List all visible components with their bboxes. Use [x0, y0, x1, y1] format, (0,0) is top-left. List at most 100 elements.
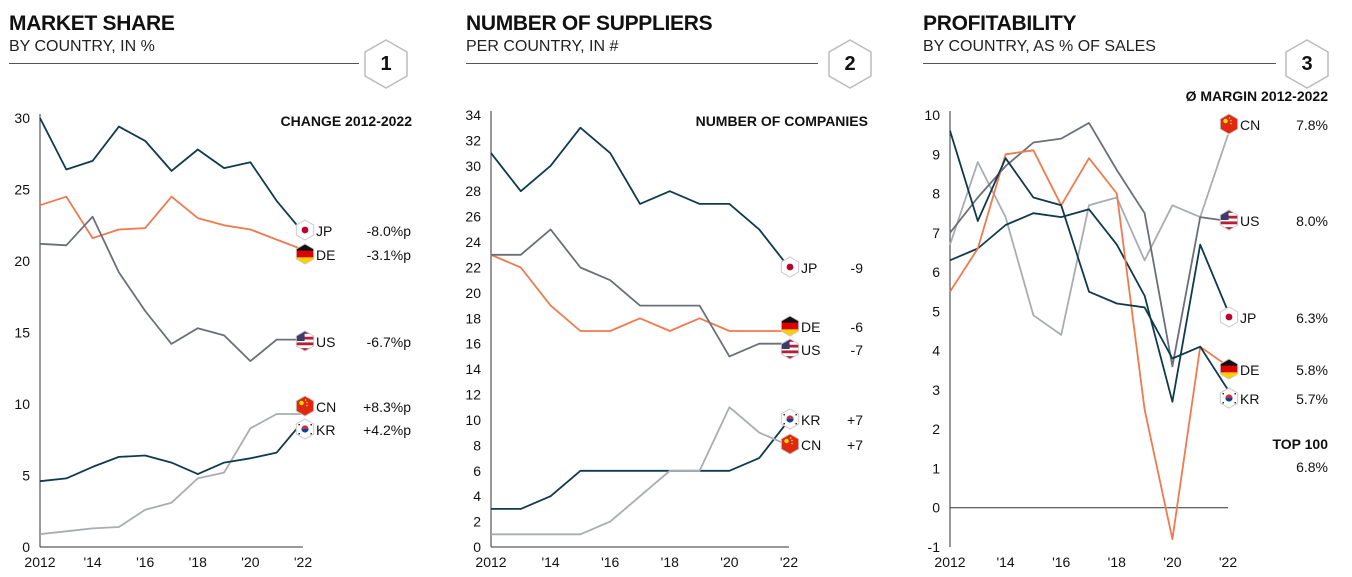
chart-annotation: Ø MARGIN 2012-2022: [1186, 88, 1329, 104]
y-tick-label: 30: [465, 158, 481, 174]
y-tick-label: 25: [14, 182, 30, 198]
y-tick-label: 0: [473, 539, 481, 555]
series-line-us: [949, 122, 1229, 368]
panel-title: NUMBER OF SUPPLIERS: [466, 12, 713, 35]
series-value-cn: +8.3%p: [363, 399, 411, 415]
y-tick-label: 20: [465, 285, 481, 301]
series-label-kr: KR: [801, 412, 820, 428]
japan-flag-icon: [1219, 306, 1239, 328]
germany-flag-icon: [295, 243, 315, 265]
x-tick-label: '18: [661, 554, 679, 570]
y-tick-label: 30: [14, 110, 30, 126]
y-tick-label: 5: [932, 303, 940, 319]
y-tick-label: 34: [465, 107, 481, 123]
panel-subtitle: PER COUNTRY, IN #: [466, 38, 619, 55]
series-label-de: DE: [1240, 362, 1259, 378]
y-tick-label: 8: [932, 186, 940, 202]
x-tick-label: '18: [189, 554, 207, 570]
x-tick-label: '20: [241, 554, 259, 570]
chart-panel-3: PROFITABILITY BY COUNTRY, AS % OF SALES 3: [923, 0, 1334, 577]
x-tick-label: '22: [294, 554, 312, 570]
y-tick-label: 15: [14, 325, 30, 341]
germany-flag-icon: [1219, 358, 1239, 380]
chart-annotation: CHANGE 2012-2022: [280, 113, 412, 129]
south-korea-flag-icon: [295, 418, 315, 440]
series-line-us: [39, 215, 303, 362]
y-tick-label: -1: [928, 539, 941, 555]
chart-panel-2: NUMBER OF SUPPLIERS PER COUNTRY, IN # 2: [466, 0, 877, 577]
series-line-jp: [490, 126, 790, 269]
panel-title: MARKET SHARE: [9, 12, 175, 35]
series-label-kr: KR: [1240, 391, 1259, 407]
series-label-cn: CN: [1240, 117, 1260, 133]
series-label-cn: CN: [801, 437, 821, 453]
series-value-jp: -9: [851, 260, 864, 276]
usa-flag-icon: [295, 330, 315, 352]
series-line-us: [491, 228, 789, 358]
series-label-de: DE: [316, 247, 335, 263]
series-label-jp: JP: [1240, 310, 1256, 326]
series-line-de: [39, 195, 304, 251]
y-tick-label: 5: [22, 468, 30, 484]
series-line-cn: [491, 406, 790, 536]
chart-annotation: NUMBER OF COMPANIES: [696, 113, 868, 129]
japan-flag-icon: [780, 256, 800, 278]
series-label-de: DE: [801, 319, 820, 335]
panel-number: 3: [1301, 53, 1313, 75]
chart-3: -1 0 1 2 3 4 5 6 7 8 9 10 2012 '14 '16 '18 '20 '22 Ø MARGI…: [924, 88, 1328, 570]
y-tick-label: 4: [473, 488, 481, 504]
south-korea-flag-icon: [780, 408, 800, 430]
x-tick-label: 2012: [934, 554, 965, 570]
series-line-jp: [949, 208, 1229, 403]
y-tick-label: 22: [465, 259, 481, 275]
series-line-jp: [39, 117, 304, 233]
y-tick-label: 12: [465, 387, 481, 403]
y-tick-label: 0: [22, 539, 30, 555]
y-tick-label: 4: [932, 343, 940, 359]
china-flag-icon: [295, 395, 315, 417]
header-rule: [9, 63, 359, 64]
panel-number-badge: 1: [361, 38, 411, 90]
panel-number-badge: 2: [825, 38, 875, 90]
panel-subtitle: BY COUNTRY, IN %: [9, 38, 155, 55]
series-value-cn: 7.8%: [1296, 117, 1328, 133]
series-line-de: [490, 253, 789, 332]
series-label-us: US: [801, 342, 820, 358]
top100-value: 6.8%: [1296, 459, 1328, 475]
china-flag-icon: [780, 433, 800, 455]
series-value-us: 8.0%: [1296, 213, 1328, 229]
series-line-kr: [39, 420, 304, 483]
header-rule: [466, 63, 818, 64]
panel-title: PROFITABILITY: [923, 12, 1077, 35]
y-tick-label: 6: [932, 264, 940, 280]
x-tick-label: 2012: [24, 554, 55, 570]
panel-number-badge: 3: [1282, 38, 1332, 90]
usa-flag-icon: [1219, 209, 1239, 231]
series-value-kr: +7: [847, 412, 863, 428]
y-tick-label: 26: [465, 209, 481, 225]
china-flag-icon: [1219, 113, 1239, 135]
japan-flag-icon: [295, 219, 315, 241]
series-line-cn: [39, 413, 303, 535]
top100-label: TOP 100: [1272, 436, 1328, 452]
series-line-de: [949, 149, 1229, 540]
y-tick-label: 1: [932, 460, 940, 476]
series-line-kr: [491, 419, 790, 510]
y-tick-label: 16: [465, 336, 481, 352]
series-value-jp: 6.3%: [1296, 310, 1328, 326]
series-value-de: -6: [851, 319, 864, 335]
y-tick-label: 0: [932, 500, 940, 516]
x-tick-label: '22: [780, 554, 798, 570]
x-tick-label: '20: [720, 554, 738, 570]
y-tick-label: 8: [473, 437, 481, 453]
series-value-kr: 5.7%: [1296, 391, 1328, 407]
y-tick-label: 10: [465, 412, 481, 428]
x-tick-label: '16: [1052, 554, 1070, 570]
x-tick-label: '18: [1108, 554, 1126, 570]
y-tick-label: 18: [465, 310, 481, 326]
y-tick-label: 2: [473, 514, 481, 530]
series-label-us: US: [316, 334, 335, 350]
x-tick-label: '20: [1163, 554, 1181, 570]
series-line-kr: [949, 130, 1229, 391]
y-tick-label: 9: [932, 146, 940, 162]
